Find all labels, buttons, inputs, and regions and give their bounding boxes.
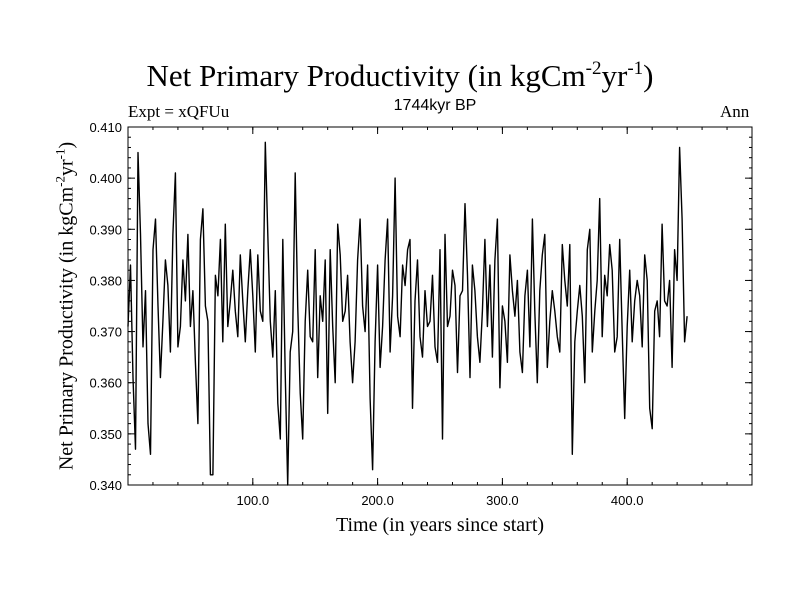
axis-ticks — [128, 126, 752, 486]
x-tick-label: 200.0 — [361, 493, 394, 508]
x-axis-label: Time (in years since start) — [335, 514, 545, 536]
npp-series-line — [127, 141, 688, 486]
y-tick-label: 0.410 — [89, 120, 122, 135]
x-tick-label: 300.0 — [486, 493, 519, 508]
plot-frame — [127, 126, 753, 486]
x-tick-label: 100.0 — [237, 493, 270, 508]
y-tick-label: 0.400 — [89, 171, 122, 186]
y-tick-label: 0.340 — [89, 478, 122, 493]
x-tick-label: 400.0 — [611, 493, 644, 508]
experiment-label: Expt = xQFUu — [128, 102, 230, 121]
y-tick-label: 0.380 — [89, 273, 122, 288]
y-tick-label: 0.370 — [89, 325, 122, 340]
y-tick-label: 0.350 — [89, 427, 122, 442]
season-label: Ann — [720, 102, 750, 121]
y-tick-label: 0.390 — [89, 222, 122, 237]
y-tick-label: 0.360 — [89, 376, 122, 391]
axis-tick-labels: 0.340 0.350 0.360 0.370 0.380 0.390 0.400 0.410… — [89, 120, 643, 508]
chart-title: Net Primary Productivity (in kgCm-2yr-1) — [146, 58, 654, 93]
y-axis-label: Net Primary Productivity (in kgCm-2yr-1) — [52, 141, 78, 471]
period-label: 1744kyr BP — [393, 97, 477, 114]
